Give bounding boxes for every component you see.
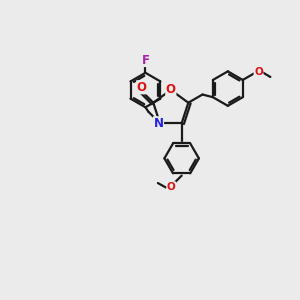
Text: F: F: [141, 53, 149, 67]
Text: O: O: [167, 182, 176, 192]
Text: N: N: [154, 117, 164, 130]
Text: O: O: [166, 83, 176, 97]
Text: O: O: [137, 81, 147, 94]
Text: O: O: [254, 67, 263, 77]
